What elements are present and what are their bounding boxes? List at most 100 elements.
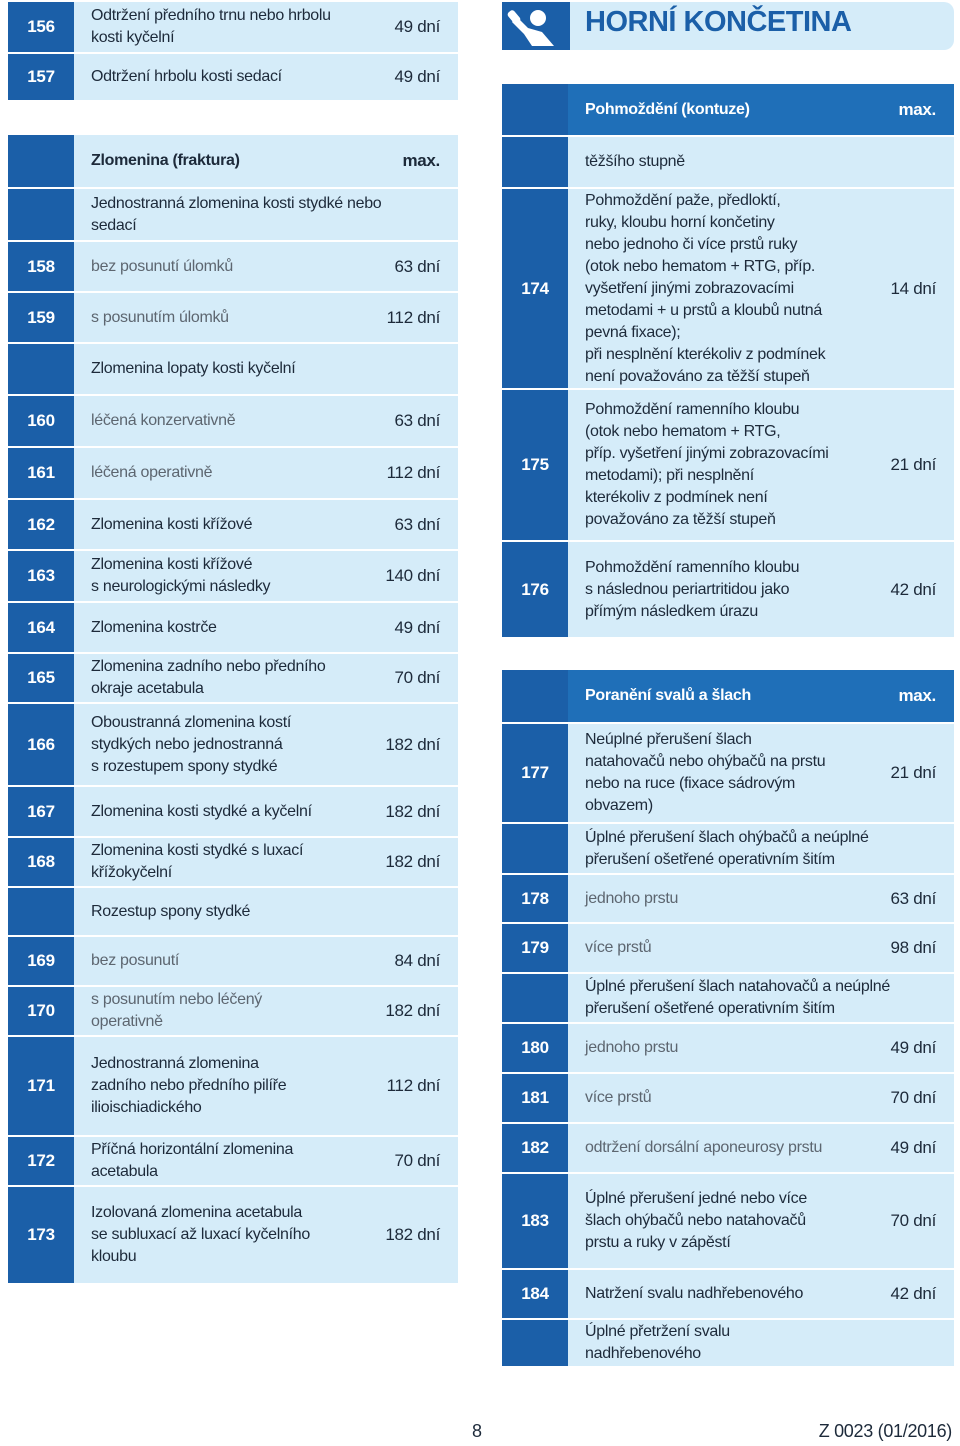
row-number [8,189,74,240]
row-text: odtržení dorsální aponeurosy prstu [585,1139,823,1156]
table-row: 176 Pohmoždění ramenního kloubu s následn… [502,540,954,637]
header-title: Zlomenina (fraktura) [91,152,240,169]
row-days: 21 dní [890,455,937,474]
table-row: 169 bez posunutí 84 dní [8,935,458,985]
table-row: 175 Pohmoždění ramenního kloubu (otok neb… [502,388,954,540]
row-text: Neúplné přerušení šlach natahovačů nebo … [585,731,826,814]
row-text: Rozestup spony stydké [91,902,251,920]
row-number: 177 [502,724,568,822]
row-text: bez posunutí úlomků [91,257,233,275]
row-text: Zlomenina kostrče [91,618,217,636]
number-cell [502,670,568,722]
page-number: 8 [472,1421,482,1441]
table-row: 174 Pohmoždění paže, předloktí, ruky, klo… [502,187,954,388]
row-text: Pohmoždění ramenního kloubu s následnou … [585,558,800,620]
table-row: 170 s posunutím nebo léčený operativně 182… [8,985,458,1035]
row-days: 182 dní [385,734,440,754]
table-row: 171 Jednostranná zlomenina zadního nebo p… [8,1035,458,1135]
row-text: s posunutím úlomků [91,308,229,326]
header-max: max. [402,151,440,170]
row-number: 182 [502,1124,568,1172]
row-number: 170 [8,987,74,1035]
row-number: 179 [502,924,568,972]
header-max: max. [898,686,936,705]
row-days: 63 dní [890,888,937,908]
table-row: 180 jednoho prstu 49 dní [502,1022,954,1072]
row-number: 172 [8,1137,74,1185]
table-row: 183 Úplné přerušení jedné nebo více šlach… [502,1172,954,1268]
table-row: 178 jednoho prstu 63 dní [502,873,954,922]
table-row: 166 Oboustranná zlomenina kostí stydkých … [8,702,458,785]
section-banner: HORNÍ KONČETINA [502,2,954,50]
row-number: 184 [502,1270,568,1318]
row-text: těžšího stupně [585,153,685,170]
row-text: Natržení svalu nadhřebenového [585,1285,804,1302]
row-text: více prstů [585,1089,652,1106]
table-row: 181 více prstů 70 dní [502,1072,954,1122]
row-number: 171 [8,1037,74,1135]
table-row: 173 Izolovaná zlomenina acetabula se subl… [8,1185,458,1283]
row-number: 156 [8,2,74,52]
row-number: 159 [8,293,74,342]
row-text: Zlomenina zadního nebo předního okraje a… [91,658,326,697]
section-title: HORNÍ KONČETINA [585,6,852,38]
table-row: Úplné přerušení šlach natahovačů a neúpl… [502,972,954,1022]
row-text: Izolovaná zlomenina acetabula se subluxa… [91,1204,310,1265]
row-number: 174 [502,189,568,388]
section-header: Zlomenina (fraktura) max. [8,133,458,187]
row-number: 183 [502,1174,568,1268]
row-number: 175 [502,390,568,540]
section-header: Poranění svalů a šlach max. [502,668,954,722]
table-row: 167 Zlomenina kosti stydké a kyčelní 182 d… [8,785,458,836]
table-row: těžšího stupně [502,135,954,187]
row-days: 182 dní [385,1225,440,1244]
row-number: 163 [8,551,74,601]
row-number: 166 [8,704,74,785]
row-days: 84 dní [394,951,441,970]
row-days: 63 dní [394,256,441,276]
row-number: 164 [8,603,74,652]
row-text: Úplné přerušení šlach ohýbačů a neúplné … [585,828,869,868]
row-text: léčená konzervativně [91,412,236,429]
header-max: max. [898,99,936,119]
row-days: 14 dní [890,278,937,298]
row-text: Jednostranná zlomenina kosti stydké nebo… [91,194,382,234]
row-number [8,888,74,935]
row-text: Zlomenina kosti křížové [91,515,253,533]
row-text: jednoho prstu [585,1039,679,1056]
row-number [502,137,568,187]
row-days: 49 dní [890,1038,937,1057]
row-number: 169 [8,937,74,985]
row-number: 173 [8,1187,74,1283]
table-row: 157 Odtržení hrbolu kosti sedací 49 dní [8,52,458,100]
row-text: Úplné přerušení jedné nebo více šlach oh… [585,1190,807,1251]
row-number: 180 [502,1024,568,1072]
table-row: 177 Neúplné přerušení šlach natahovačů ne… [502,722,954,822]
row-text: Odtržení předního trnu nebo hrbolu kosti… [91,7,331,46]
table-row: Úplné přetržení svalu nadhřebenového [502,1318,954,1366]
table-row: Úplné přerušení šlach ohýbačů a neúplné … [502,822,954,873]
table-row: Rozestup spony stydké [8,886,458,935]
row-number: 167 [8,787,74,836]
row-number: 165 [8,654,74,702]
row-days: 42 dní [890,579,937,599]
row-days: 112 dní [386,463,441,482]
row-text: Pohmoždění ramenního kloubu (otok nebo h… [585,401,829,528]
row-days: 63 dní [394,514,441,534]
row-days: 112 dní [386,1076,441,1095]
row-text: Zlomenina lopaty kosti kyčelní [91,360,296,377]
row-days: 49 dní [394,67,441,86]
row-text: Pohmoždění paže, předloktí, ruky, kloubu… [585,191,826,385]
header-title: Poranění svalů a šlach [585,687,751,704]
table-row: 168 Zlomenina kosti stydké s luxací křížo… [8,836,458,886]
row-days: 70 dní [890,1211,937,1230]
row-number [502,974,568,1022]
row-number [502,824,568,873]
row-number: 168 [8,838,74,886]
table-row: 163 Zlomenina kosti křížové s neurologick… [8,549,458,601]
table-row: 161 léčená operativně 112 dní [8,446,458,498]
table-row: 156 Odtržení předního trnu nebo hrbolu ko… [8,0,458,52]
row-days: 70 dní [394,1151,441,1170]
row-number: 178 [502,875,568,922]
